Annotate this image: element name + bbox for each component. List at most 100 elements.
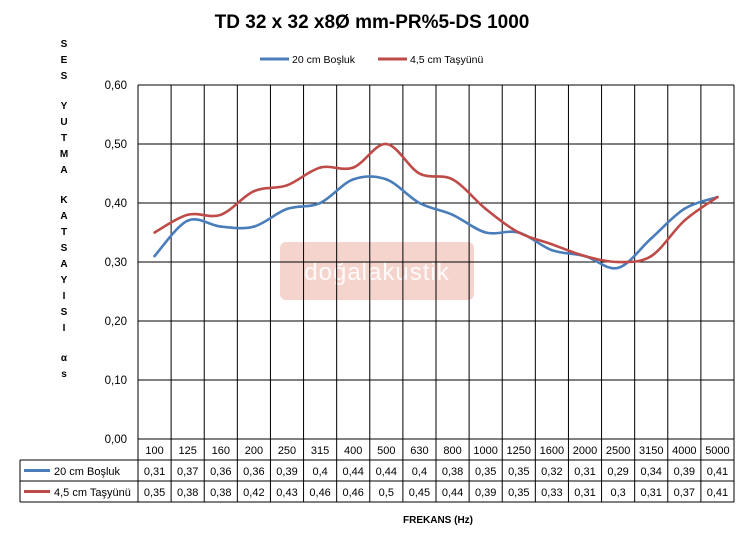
data-point-series-2 [649,254,653,258]
legend-label-series-1: 20 cm Boşluk [292,54,356,66]
series-line-2 [153,142,719,264]
table-cell: 0,37 [674,487,695,499]
table-cell: 0,42 [243,487,264,499]
table-cell: 0,44 [376,466,397,478]
data-point-series-1 [318,201,322,205]
chart-title: TD 32 x 32 x8Ø mm-PR%5-DS 1000 [215,12,530,33]
data-point-series-1 [186,219,189,222]
y-axis-label-char: T [61,133,67,144]
table-cell: 0,31 [574,466,595,478]
data-point-series-1 [285,207,289,211]
y-axis-ticks: 0,00 0,10 0,20 0,30 0,40 0,50 0,60 [105,80,127,446]
data-point-series-2 [418,172,421,175]
x-tick-label: 315 [311,445,329,457]
y-axis-label-char: I [63,323,66,334]
table-cell: 0,39 [475,487,496,499]
x-tick-label: 500 [377,445,395,457]
data-point-series-1 [683,207,686,211]
table-cell: 0,35 [508,466,529,478]
data-point-series-1 [451,213,454,217]
y-axis-label-char: A [60,211,67,222]
data-point-series-1 [252,225,256,228]
data-point-series-1 [616,266,620,270]
y-axis-label-char: A [60,259,67,270]
data-point-series-2 [683,219,686,222]
y-axis-label-char: Y [61,101,68,112]
table-cell: 0,38 [442,466,463,478]
x-tick-label: 250 [278,445,296,457]
table-cell: 0,4 [312,466,327,478]
y-tick-label: 0,00 [105,434,127,446]
table-cell: 0,41 [707,466,728,478]
table-cell: 0,39 [674,466,695,478]
y-axis-label-char: T [61,227,67,238]
x-tick-label: 1600 [540,445,564,457]
series-line-1 [153,175,718,270]
data-point-series-1 [219,225,223,228]
watermark: doğalakustik [280,242,474,300]
data-point-series-2 [716,195,719,199]
table-cell: 0,39 [276,466,297,478]
y-axis-label-char: M [60,149,68,160]
x-tick-label: 1250 [507,445,531,457]
y-axis-label-char: s [61,369,67,380]
plot-area [153,142,719,270]
table-cell: 0,45 [409,487,430,499]
data-point-series-2 [153,231,156,234]
y-axis-label-char: S [61,39,68,50]
table-cell: 0,32 [541,466,562,478]
table-cell: 0,31 [574,487,595,499]
x-tick-label: 630 [410,445,428,457]
table-cell: 0,38 [177,487,198,499]
table-cell: 0,35 [475,466,496,478]
y-tick-label: 0,30 [105,257,127,269]
y-axis-label-char: α [61,353,68,364]
data-point-series-1 [550,248,554,252]
data-point-series-1 [649,237,653,240]
table-cell: 0,41 [707,487,728,499]
data-point-series-2 [285,184,289,187]
x-tick-label: 4000 [672,445,696,457]
legend-label-series-2: 4,5 cm Taşyünü [410,54,484,66]
watermark-text: doğalakustik [304,259,449,286]
data-point-series-1 [484,231,487,234]
data-point-series-2 [186,213,189,217]
data-point-series-1 [418,201,421,205]
table-cell: 0,37 [177,466,198,478]
table-cell: 0,4 [412,466,427,478]
table-cell: 0,36 [210,466,231,478]
data-point-series-2 [550,243,554,246]
y-axis-label-char: S [61,307,68,318]
y-axis-label-char: S [61,71,68,82]
y-axis-label-char: U [60,117,67,128]
table-cell: 0,34 [641,466,662,478]
table-cell: 0,44 [442,487,463,499]
y-axis-label-char: A [60,165,67,176]
table-cell: 0,35 [508,487,529,499]
y-tick-label: 0,10 [105,375,127,387]
x-tick-label: 160 [212,445,230,457]
x-tick-label: 3150 [639,445,663,457]
y-tick-label: 0,20 [105,316,127,328]
data-point-series-2 [385,142,388,146]
table-row-label: 4,5 cm Taşyünü [54,487,131,499]
x-axis-label: FREKANS (Hz) [403,515,473,526]
data-point-series-1 [153,254,156,258]
x-tick-label: 5000 [705,445,729,457]
data-point-series-2 [451,178,454,181]
x-tick-label: 100 [145,445,163,457]
y-tick-label: 0,60 [105,80,127,92]
data-point-series-1 [385,178,388,181]
data-point-series-2 [252,189,256,193]
table-cell: 0,46 [309,487,330,499]
x-tick-label: 125 [178,445,196,457]
data-point-series-2 [517,231,521,234]
table-cell: 0,38 [210,487,231,499]
grid [137,84,735,440]
data-point-series-2 [484,207,487,211]
x-tick-label: 800 [443,445,461,457]
table-cell: 0,46 [343,487,364,499]
table-cell: 0,33 [541,487,562,499]
